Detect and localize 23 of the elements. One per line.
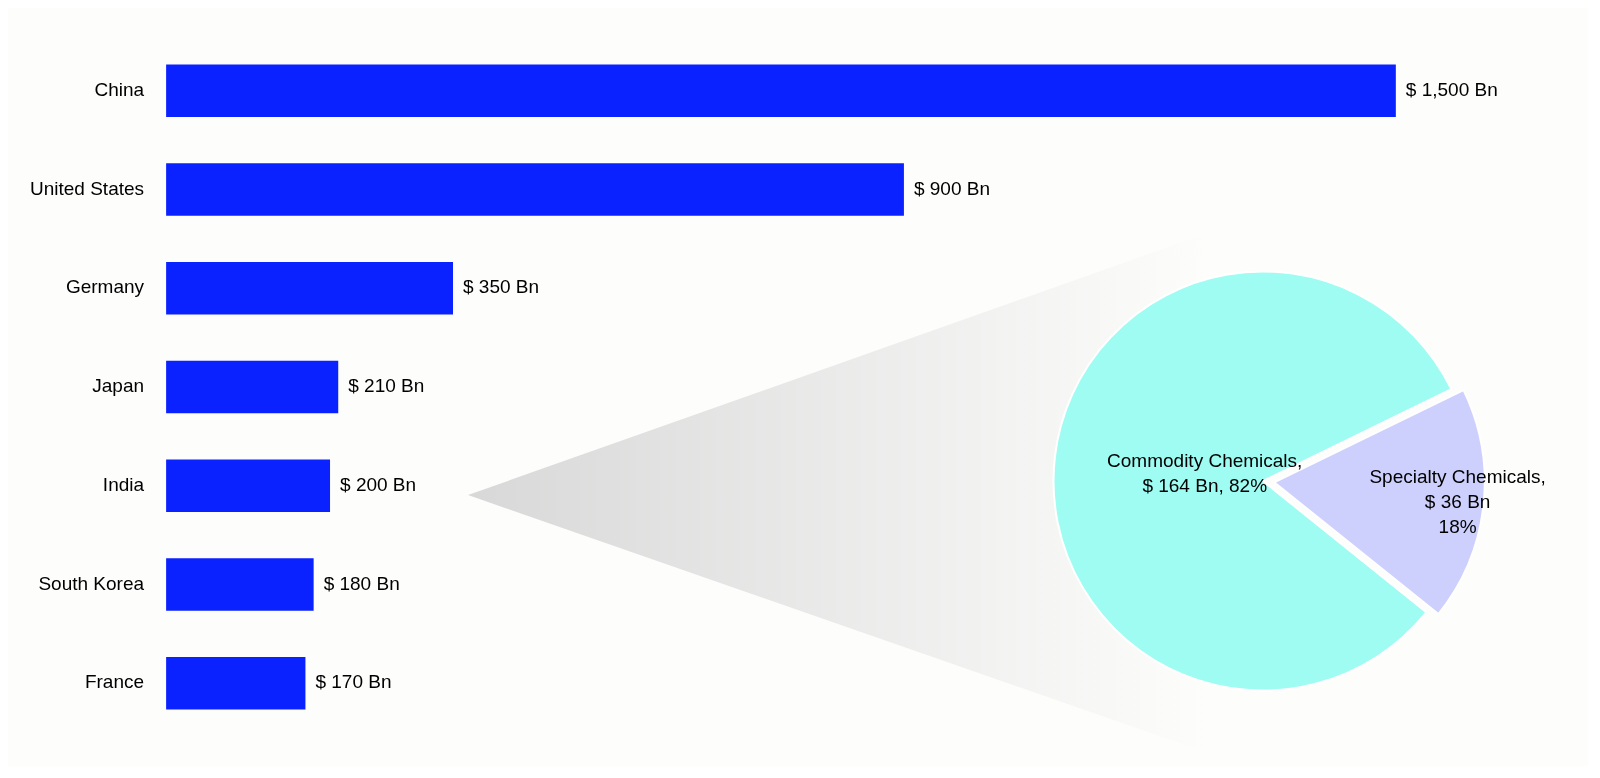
y-tick-label: United States (29, 177, 145, 199)
data-label: $ 210 Bn (348, 375, 425, 397)
slice-label: Specialty Chemicals, $ 36 Bn 18% (1369, 466, 1546, 538)
slice-label: Commodity Chemicals, $ 164 Bn, 82% (1107, 450, 1303, 497)
data-label: $ 900 Bn (913, 177, 990, 199)
y-tick-label: China (94, 79, 145, 101)
y-tick-label: Japan (92, 375, 145, 397)
y-tick-label: India (102, 473, 145, 495)
bar (166, 558, 314, 611)
y-tick-label: Germany (65, 276, 145, 298)
bar (166, 64, 1396, 117)
data-label: $ 350 Bn (463, 276, 540, 298)
bar (166, 657, 306, 710)
bar (166, 262, 454, 315)
data-label: $ 200 Bn (340, 473, 417, 495)
bar (166, 163, 904, 216)
data-label: $ 1,500 Bn (1405, 79, 1498, 101)
data-label: $ 180 Bn (323, 572, 400, 594)
bar (166, 360, 339, 414)
bar (166, 459, 331, 512)
y-tick-label: South Korea (38, 572, 145, 594)
y-tick-label: France (84, 671, 145, 693)
data-label: $ 170 Bn (315, 671, 392, 693)
